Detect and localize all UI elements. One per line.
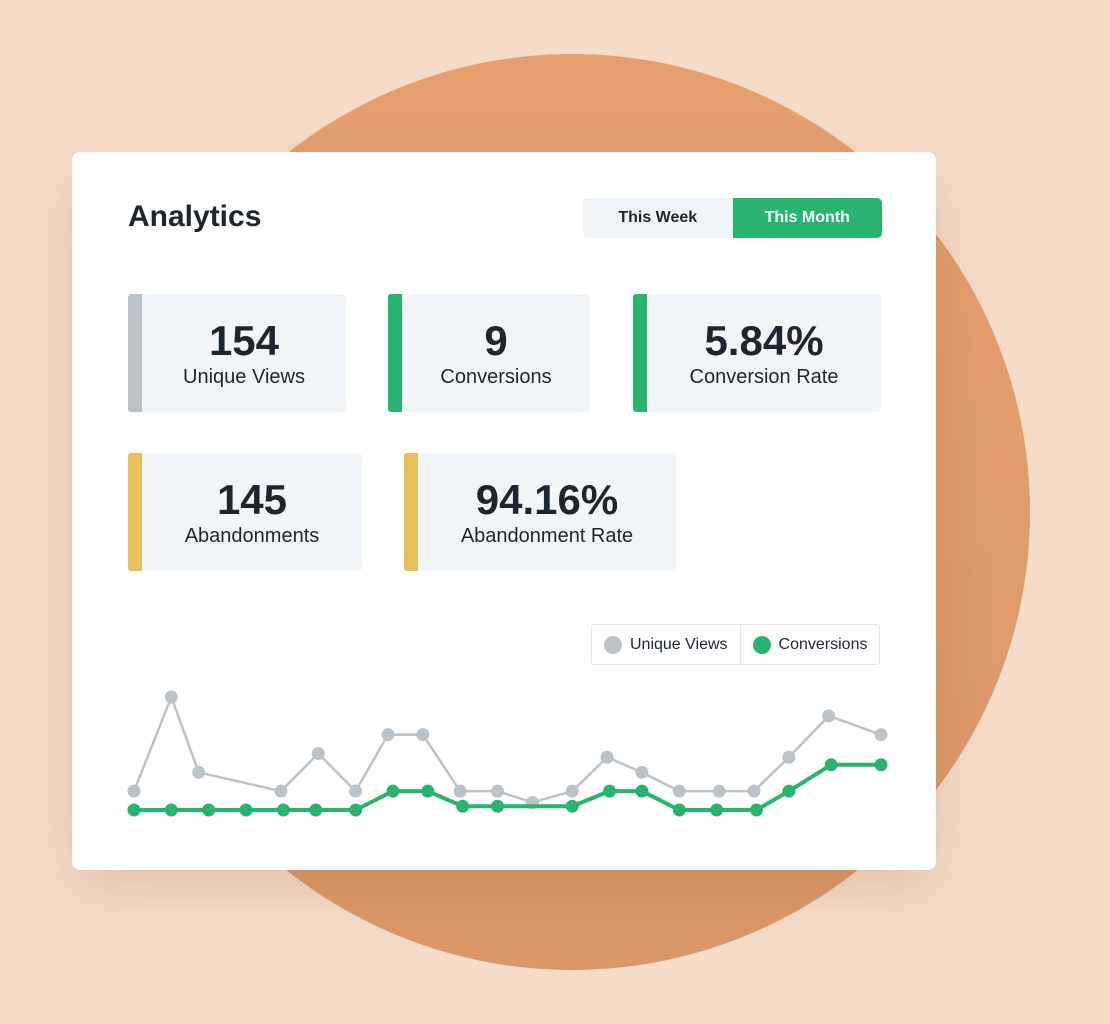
stat-value: 9	[484, 316, 508, 364]
stat-label: Abandonments	[184, 524, 320, 547]
data-point	[456, 799, 470, 813]
data-point	[274, 784, 288, 798]
data-point	[672, 803, 686, 817]
data-point	[491, 784, 505, 798]
stat-accent	[633, 294, 647, 412]
data-point	[635, 765, 649, 779]
stat-card: 5.84% Conversion Rate	[633, 294, 881, 412]
data-point	[750, 803, 763, 817]
data-point	[453, 784, 467, 798]
stat-value: 145	[216, 475, 288, 523]
data-point	[164, 690, 178, 704]
data-point	[672, 784, 686, 798]
tab[interactable]: This Week	[618, 209, 698, 226]
stat-accent	[404, 453, 418, 571]
data-point	[782, 784, 796, 798]
data-point	[712, 784, 726, 798]
stat-value: 154	[208, 316, 280, 364]
data-point	[349, 784, 363, 798]
data-point	[349, 803, 363, 817]
data-point	[127, 784, 141, 798]
data-point	[635, 784, 649, 798]
data-point	[416, 728, 430, 742]
legend-dot	[604, 635, 622, 654]
legend: Unique Views Conversions	[591, 624, 881, 665]
stat-card: 154 Unique Views	[128, 294, 346, 412]
data-point	[202, 803, 216, 817]
data-point	[747, 784, 761, 798]
series-line	[132, 695, 882, 804]
data-point	[874, 758, 888, 772]
legend-label: Conversions	[778, 635, 868, 653]
analytics-card: Analytics This Week This Month 154 Unique …	[72, 152, 936, 870]
data-point	[565, 799, 579, 813]
legend-entry: Conversions	[739, 625, 880, 664]
series-line	[134, 762, 881, 812]
stat-label: Unique Views	[183, 365, 305, 388]
data-point	[127, 803, 141, 817]
data-point	[710, 803, 724, 817]
data-point	[309, 803, 323, 817]
legend-dot	[752, 635, 771, 654]
stat-value: 5.84%	[704, 316, 824, 364]
data-point	[824, 758, 838, 772]
data-point	[239, 803, 253, 817]
stat-value: 94.16%	[475, 475, 619, 523]
data-point	[276, 803, 290, 817]
legend-label: Unique Views	[630, 635, 728, 653]
data-point	[600, 750, 614, 764]
legend-entry: Unique Views	[592, 625, 740, 664]
stat-card: 145 Abandonments	[128, 453, 362, 571]
stat-label: Abandonment Rate	[460, 524, 634, 547]
data-point	[192, 765, 206, 779]
title: Analytics	[128, 200, 262, 233]
data-point	[164, 803, 178, 817]
stat-card: 94.16% Abandonment Rate	[404, 453, 676, 571]
data-point	[822, 709, 836, 723]
chart	[127, 690, 888, 817]
data-point	[311, 747, 325, 760]
data-point	[421, 784, 435, 798]
stat-label: Conversions	[440, 365, 552, 388]
data-point	[491, 799, 505, 813]
data-point	[603, 784, 617, 798]
stat-accent	[128, 453, 142, 571]
stat-card: 9 Conversions	[388, 294, 590, 412]
stat-accent	[128, 294, 142, 412]
data-point	[874, 728, 888, 742]
data-point	[386, 784, 400, 798]
data-point	[381, 728, 395, 742]
tabs: This Week This Month	[583, 198, 882, 238]
tab[interactable]: This Month	[732, 198, 882, 238]
stat-label: Conversion Rate	[689, 365, 839, 388]
data-point	[565, 784, 579, 798]
stat-accent	[388, 294, 402, 412]
data-point	[782, 750, 796, 764]
